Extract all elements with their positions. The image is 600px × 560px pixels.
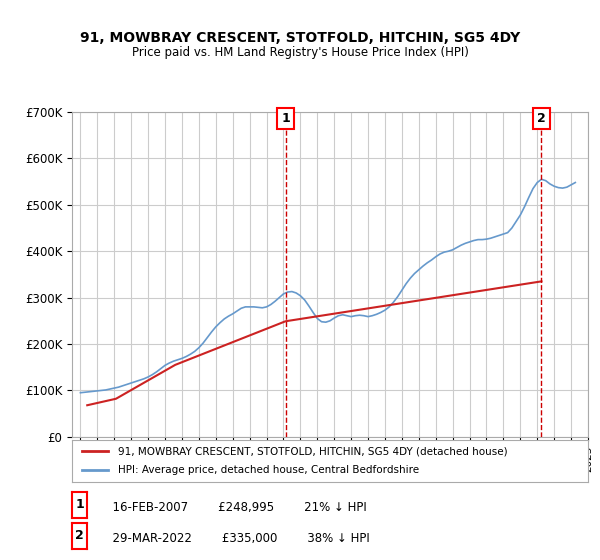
Text: HPI: Average price, detached house, Central Bedfordshire: HPI: Average price, detached house, Cent… [118, 465, 419, 475]
Text: 1: 1 [75, 498, 84, 511]
Text: 2: 2 [537, 112, 546, 125]
Text: 1: 1 [281, 112, 290, 125]
Text: 16-FEB-2007        £248,995        21% ↓ HPI: 16-FEB-2007 £248,995 21% ↓ HPI [105, 501, 367, 514]
Text: 91, MOWBRAY CRESCENT, STOTFOLD, HITCHIN, SG5 4DY (detached house): 91, MOWBRAY CRESCENT, STOTFOLD, HITCHIN,… [118, 446, 508, 456]
Text: Price paid vs. HM Land Registry's House Price Index (HPI): Price paid vs. HM Land Registry's House … [131, 46, 469, 59]
Text: 29-MAR-2022        £335,000        38% ↓ HPI: 29-MAR-2022 £335,000 38% ↓ HPI [105, 531, 370, 544]
Text: 2: 2 [75, 529, 84, 542]
Text: 91, MOWBRAY CRESCENT, STOTFOLD, HITCHIN, SG5 4DY: 91, MOWBRAY CRESCENT, STOTFOLD, HITCHIN,… [80, 31, 520, 45]
